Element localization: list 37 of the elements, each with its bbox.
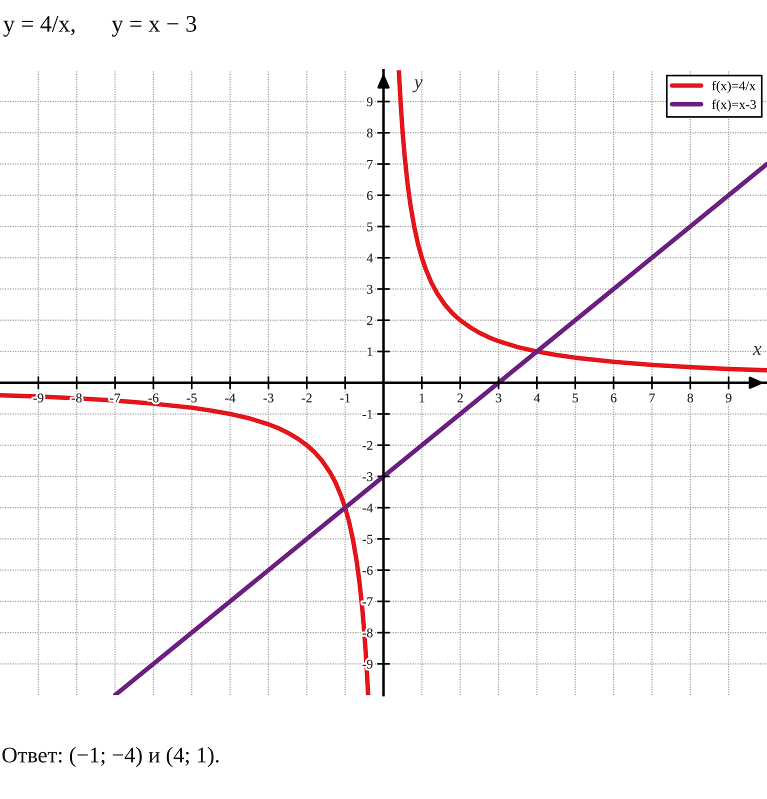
y-tick-label: -1 [362,410,372,419]
x-tick-label: -8 [72,394,82,402]
x-tick-label: 9 [726,394,732,402]
y-tick-label: 7 [367,160,373,169]
x-tick-label: -6 [148,394,158,402]
y-tick-label: -6 [362,566,373,575]
y-tick-label: -2 [362,441,372,450]
x-tick-label: -4 [225,394,236,402]
legend-label: f(x)=4/x [712,80,756,93]
legend-label: f(x)=x-3 [712,100,756,112]
y-tick-label: 6 [367,191,373,200]
x-tick-label: -2 [302,394,312,402]
y-tick-label: 8 [366,128,373,138]
x-tick-label: -3 [263,394,274,402]
x-tick-label: 8 [688,394,694,402]
y-tick-label: -3 [362,472,373,482]
x-tick-label: 7 [650,394,655,402]
x-axis-title: x [752,346,762,355]
chart-title: y = 4/x, y = x − 3 [3,16,196,37]
y-tick-label: 4 [366,254,373,262]
y-tick-label: 3 [367,284,373,294]
x-tick-label: 4 [534,394,540,402]
x-tick-label: 6 [610,394,617,402]
x-tick-label: 1 [420,394,424,402]
y-tick-label: 1 [368,347,372,356]
y-tick-label: 9 [366,97,373,106]
y-tick-label: 2 [367,316,372,325]
y-tick-label: 5 [367,222,373,232]
y-axis-title: y [412,79,423,92]
x-tick-label: -5 [186,394,197,402]
y-tick-label: -4 [362,504,373,512]
x-tick-label: 2 [457,394,463,402]
x-tick-label: 5 [572,394,578,402]
x-tick-label: 3 [496,394,502,402]
y-tick-label: -5 [362,534,373,544]
x-tick-label: -1 [340,394,350,402]
text: Ответ: (−1; −4) и (4; 1). [2,746,219,768]
